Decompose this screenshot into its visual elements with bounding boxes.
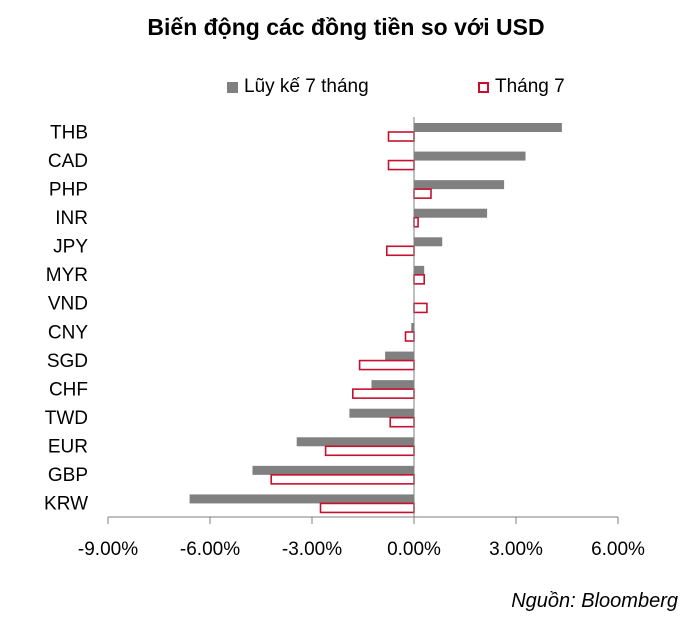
bar-july-twd <box>389 416 415 428</box>
bar-july-inr <box>413 216 419 228</box>
category-label-twd: TWD <box>45 408 88 429</box>
bar-july-chf <box>351 388 415 399</box>
category-label-sgd: SGD <box>47 351 88 372</box>
bar-july-eur <box>324 445 415 457</box>
category-label-thb: THB <box>50 122 88 143</box>
bar-cumulative-thb <box>414 123 562 132</box>
x-tick-label: -3.00% <box>282 539 342 560</box>
legend-item-july: Tháng 7 <box>478 76 565 98</box>
source-note: Nguồn: Bloomberg <box>511 590 678 612</box>
bar-july-jpy <box>385 245 415 257</box>
bar-july-myr <box>413 274 425 285</box>
bar-cumulative-php <box>414 180 505 190</box>
category-label-jpy: JPY <box>53 237 88 258</box>
bar-cumulative-sgd <box>385 351 414 361</box>
category-label-myr: MYR <box>46 265 88 286</box>
bar-cumulative-myr <box>414 265 425 275</box>
x-tick-label: 3.00% <box>489 539 543 560</box>
bar-july-krw <box>319 502 415 514</box>
bar-july-gbp <box>270 474 415 485</box>
x-tick-label: 0.00% <box>387 539 441 560</box>
bar-july-cny <box>404 331 415 342</box>
category-label-cad: CAD <box>48 151 88 172</box>
bar-july-sgd <box>358 359 415 371</box>
x-tick-label: -6.00% <box>180 539 240 560</box>
bar-cumulative-cny <box>411 323 414 332</box>
bar-cumulative-eur <box>296 437 414 447</box>
legend-label-july: Tháng 7 <box>495 76 565 97</box>
bar-cumulative-chf <box>371 380 414 390</box>
category-label-php: PHP <box>49 179 88 200</box>
legend: Lũy kế 7 tháng Tháng 7 <box>0 76 692 100</box>
category-label-chf: CHF <box>49 379 88 400</box>
bar-cumulative-cad <box>414 151 526 161</box>
bar-cumulative-inr <box>414 208 488 218</box>
x-tick-label: 6.00% <box>591 539 645 560</box>
legend-label-cumulative: Lũy kế 7 tháng <box>244 76 369 97</box>
category-label-inr: INR <box>55 208 88 229</box>
category-label-krw: KRW <box>44 494 88 515</box>
category-label-gbp: GBP <box>48 465 88 486</box>
category-label-vnd: VND <box>48 294 88 315</box>
bar-cumulative-jpy <box>414 237 443 247</box>
bar-cumulative-gbp <box>252 465 414 475</box>
legend-swatch-cumulative <box>227 81 238 93</box>
bar-cumulative-twd <box>349 408 414 418</box>
bar-cumulative-krw <box>189 494 414 504</box>
bar-july-cad <box>387 159 415 171</box>
bar-july-vnd <box>413 302 428 314</box>
x-tick-label: -9.00% <box>78 539 138 560</box>
chart-title: Biến động các đồng tiền so với USD <box>147 14 545 40</box>
legend-swatch-july <box>478 81 489 93</box>
bar-july-php <box>413 188 432 199</box>
category-label-cny: CNY <box>48 322 88 343</box>
category-label-eur: EUR <box>48 437 88 458</box>
legend-item-cumulative: Lũy kế 7 tháng <box>227 76 369 98</box>
bar-july-thb <box>387 131 415 142</box>
